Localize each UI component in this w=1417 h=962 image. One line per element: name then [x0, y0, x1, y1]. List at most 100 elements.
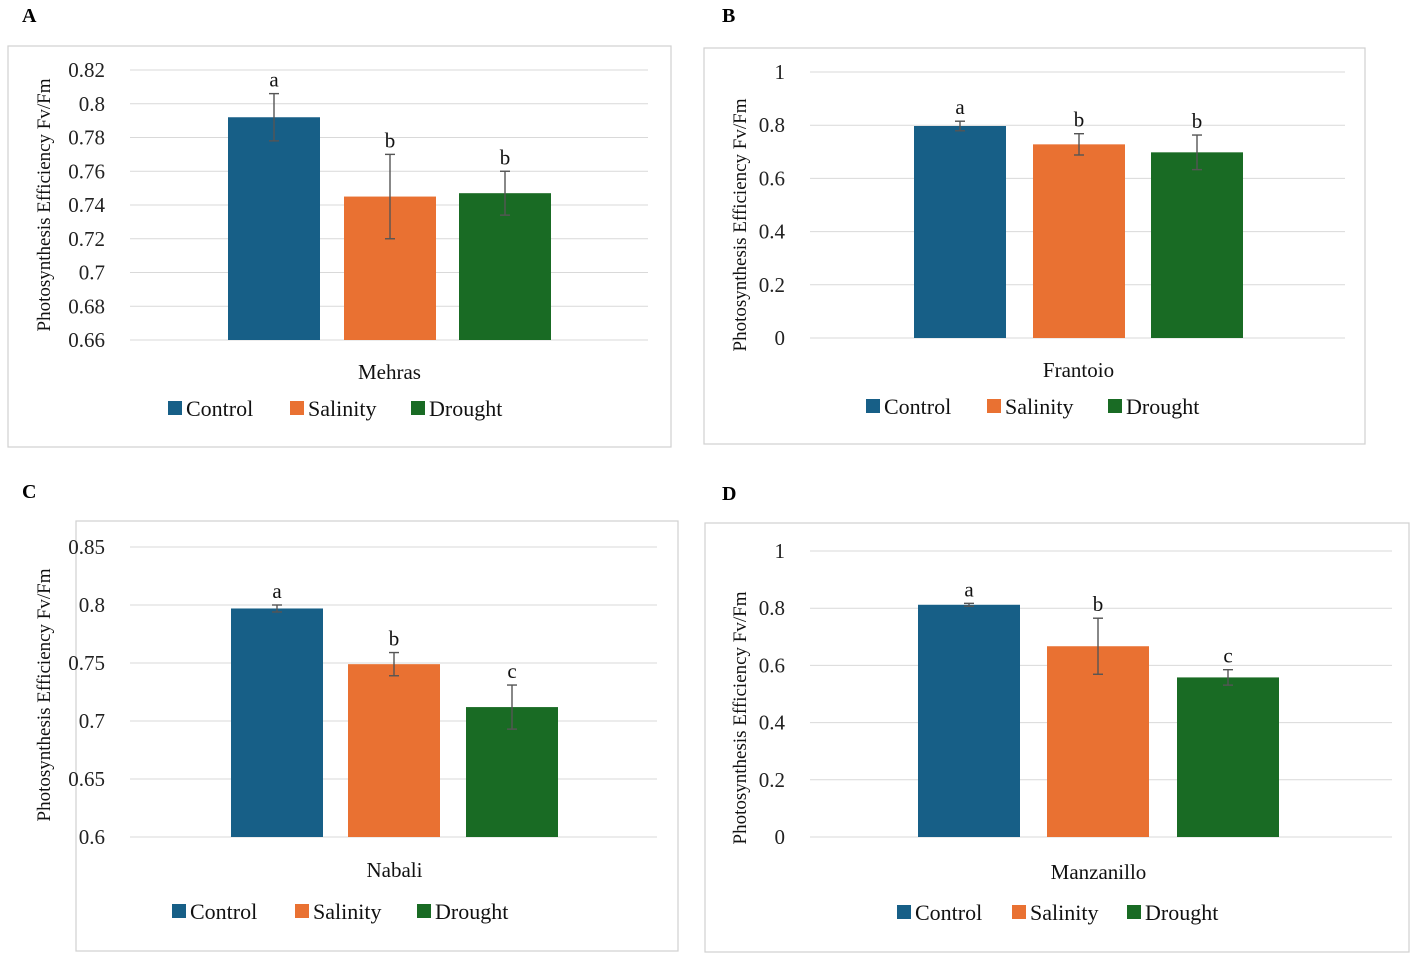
legend-swatch-salinity — [1012, 905, 1026, 919]
chart-panel-d: D 1 0.8 0.6 0.4 0.2 0 Photosynthesis Efficiency… — [704, 483, 1410, 953]
bar-control — [228, 117, 320, 340]
legend: Control Salinity Drought — [168, 396, 502, 421]
legend-swatch-drought — [1127, 905, 1141, 919]
legend-swatch-salinity — [295, 904, 309, 918]
error-bar-control — [964, 602, 974, 607]
error-bar-control — [269, 92, 279, 142]
legend-label-salinity: Salinity — [1005, 394, 1073, 419]
legend: Control Salinity Drought — [897, 900, 1218, 925]
legend-label-salinity: Salinity — [1030, 900, 1098, 925]
error-bar-drought — [507, 684, 517, 730]
error-bar-drought — [1192, 134, 1202, 171]
y-tick-label: 0.8 — [759, 596, 785, 620]
x-category-label: Nabali — [367, 858, 423, 882]
error-bar-control — [955, 120, 965, 132]
error-bar-salinity — [389, 651, 399, 677]
y-axis-label: Photosynthesis Efficiency Fv/Fm — [730, 591, 751, 844]
legend-label-drought: Drought — [429, 396, 502, 421]
y-tick-label: 0.6 — [79, 825, 105, 849]
legend-label-drought: Drought — [1126, 394, 1199, 419]
y-tick-label: 0.6 — [759, 653, 785, 677]
bar-control — [914, 125, 1006, 338]
y-tick-label: 0.72 — [68, 227, 105, 251]
significance-letter: b — [500, 145, 511, 169]
bar-drought — [1177, 677, 1279, 837]
chart-panel-a: A 0.82 0.8 0.78 0.76 0.74 0.72 0.7 0.68 0.66 Photo… — [7, 5, 672, 448]
y-axis-label: Photosynthesis Efficiency Fv/Fm — [34, 78, 55, 331]
legend-label-salinity: Salinity — [308, 396, 376, 421]
y-tick-label: 0.2 — [759, 273, 785, 297]
x-category-label: Mehras — [358, 360, 421, 384]
significance-letter: a — [964, 577, 974, 601]
bar-control — [918, 604, 1020, 837]
x-category-label: Frantoio — [1043, 358, 1114, 382]
chart-panel-b: B 1 0.8 0.6 0.4 0.2 0 Photosynthesis Efficiency… — [703, 5, 1366, 445]
error-bar-drought — [1223, 668, 1233, 686]
y-tick-label: 0 — [775, 825, 786, 849]
legend-swatch-drought — [1108, 399, 1122, 413]
significance-letter: b — [1093, 592, 1104, 616]
legend-swatch-salinity — [987, 399, 1001, 413]
x-category-label: Manzanillo — [1051, 860, 1147, 884]
legend-swatch-control — [897, 905, 911, 919]
significance-letter: b — [1074, 108, 1085, 132]
legend-label-control: Control — [186, 396, 253, 421]
y-tick-label: 0.78 — [68, 126, 105, 150]
error-bar-salinity — [385, 153, 395, 240]
y-tick-label: 0.75 — [68, 651, 105, 675]
y-tick-label: 0.8 — [79, 593, 105, 617]
error-bar-salinity — [1093, 617, 1103, 675]
significance-letter: a — [955, 95, 965, 119]
y-tick-label: 0.4 — [759, 220, 786, 244]
legend-swatch-control — [866, 399, 880, 413]
legend-swatch-drought — [411, 401, 425, 415]
chart-frame — [7, 45, 672, 448]
y-tick-label: 0.8 — [759, 113, 785, 137]
error-bar-control — [272, 604, 282, 613]
y-tick-label: 0.6 — [759, 166, 785, 190]
significance-letter: b — [389, 627, 400, 651]
significance-letter: c — [507, 659, 516, 683]
legend-label-drought: Drought — [435, 899, 508, 924]
y-tick-label: 0.76 — [68, 159, 105, 183]
y-tick-label: 0.8 — [79, 92, 105, 116]
y-tick-label: 0.65 — [68, 767, 105, 791]
y-tick-label: 0.85 — [68, 535, 105, 559]
y-tick-label: 0.74 — [68, 193, 105, 217]
y-tick-label: 0.4 — [759, 711, 786, 735]
y-tick-label: 0 — [775, 326, 786, 350]
y-tick-label: 1 — [775, 539, 786, 563]
panel-label: D — [722, 483, 736, 505]
y-tick-label: 0.7 — [79, 261, 105, 285]
y-tick-label: 0.2 — [759, 768, 785, 792]
y-tick-label: 0.7 — [79, 709, 105, 733]
bar-control — [231, 608, 323, 837]
significance-letter: b — [1192, 109, 1203, 133]
y-tick-label: 1 — [775, 60, 786, 84]
legend-label-control: Control — [915, 900, 982, 925]
legend-swatch-control — [172, 904, 186, 918]
bar-salinity — [1047, 646, 1149, 837]
bar-drought — [459, 193, 551, 340]
legend-label-salinity: Salinity — [313, 899, 381, 924]
bar-salinity — [1033, 144, 1125, 338]
y-tick-label: 0.82 — [68, 58, 105, 82]
y-tick-label: 0.66 — [68, 328, 105, 352]
legend: Control Salinity Drought — [866, 394, 1199, 419]
error-bar-drought — [500, 170, 510, 216]
panel-label: B — [722, 5, 735, 27]
y-axis-label: Photosynthesis Efficiency Fv/Fm — [730, 98, 751, 351]
chart-panel-c: C 0.85 0.8 0.75 0.7 0.65 0.6 Photosynthesis Eff… — [22, 481, 679, 952]
legend-label-drought: Drought — [1145, 900, 1218, 925]
bar-drought — [1151, 152, 1243, 338]
legend-swatch-drought — [417, 904, 431, 918]
legend-label-control: Control — [884, 394, 951, 419]
y-tick-label: 0.68 — [68, 294, 105, 318]
significance-letter: c — [1223, 644, 1232, 668]
legend-swatch-control — [168, 401, 182, 415]
panel-label: A — [22, 5, 37, 27]
panel-label: C — [22, 481, 36, 503]
error-bar-salinity — [1074, 133, 1084, 156]
significance-letter: a — [269, 68, 279, 92]
